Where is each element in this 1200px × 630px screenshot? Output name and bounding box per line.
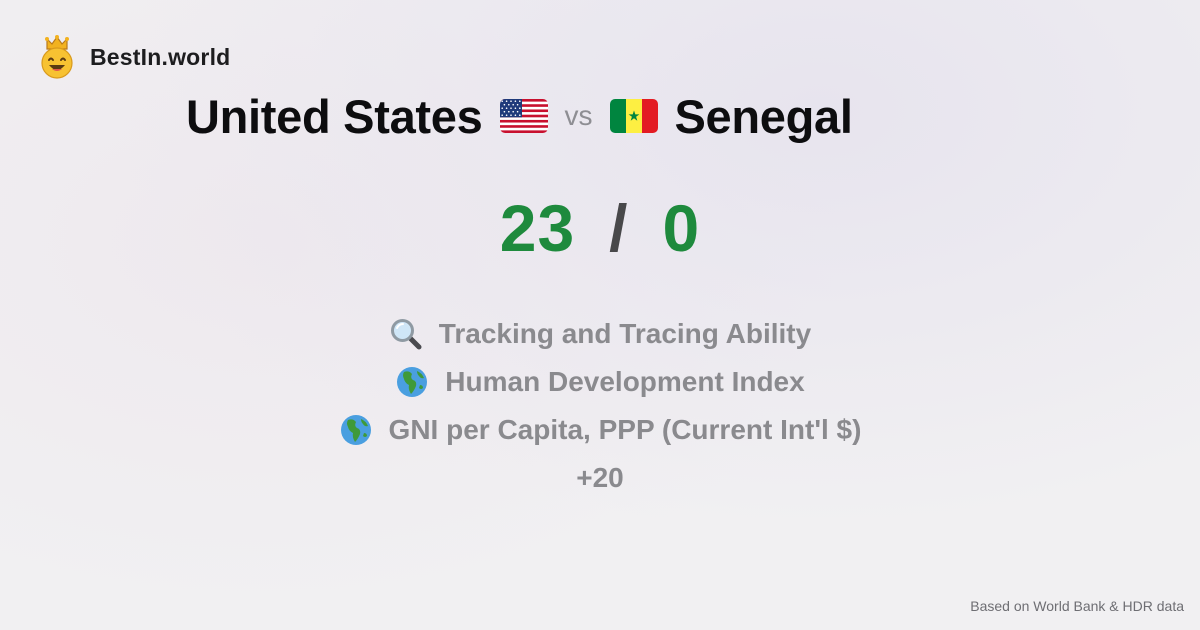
country-a-name: United States: [186, 89, 483, 143]
metric-item: Tracking and Tracing Ability: [389, 310, 811, 358]
globe-icon: [397, 367, 428, 397]
vs-label: vs: [564, 100, 593, 131]
score-b: 0: [662, 191, 701, 265]
metrics-list: Tracking and Tracing Ability Human Devel…: [0, 310, 1200, 502]
senegal-flag-icon: [610, 99, 659, 133]
globe-icon: [340, 415, 371, 445]
metric-label: Tracking and Tracing Ability: [438, 318, 812, 349]
more-metrics-count[interactable]: +20: [576, 462, 624, 493]
source-note: Based on World Bank & HDR data: [970, 598, 1184, 614]
metric-label: GNI per Capita, PPP (Current Int'l $): [388, 414, 862, 445]
crowned-smiley-icon: [41, 35, 73, 79]
metric-item: GNI per Capita, PPP (Current Int'l $): [339, 406, 862, 454]
metric-item: Human Development Index: [395, 358, 805, 406]
brand-name: BestIn.world: [90, 43, 231, 70]
magnifying-glass-icon: [390, 319, 422, 350]
metric-label: Human Development Index: [445, 366, 805, 397]
brand[interactable]: BestIn.world: [38, 34, 230, 80]
country-b-name: Senegal: [674, 89, 853, 143]
score-separator: /: [609, 191, 629, 265]
score-a: 23: [499, 191, 576, 265]
score: 23 / 0: [0, 190, 1200, 266]
us-flag-icon: [500, 99, 549, 133]
comparison-title: United States vs Senegal: [186, 86, 853, 146]
